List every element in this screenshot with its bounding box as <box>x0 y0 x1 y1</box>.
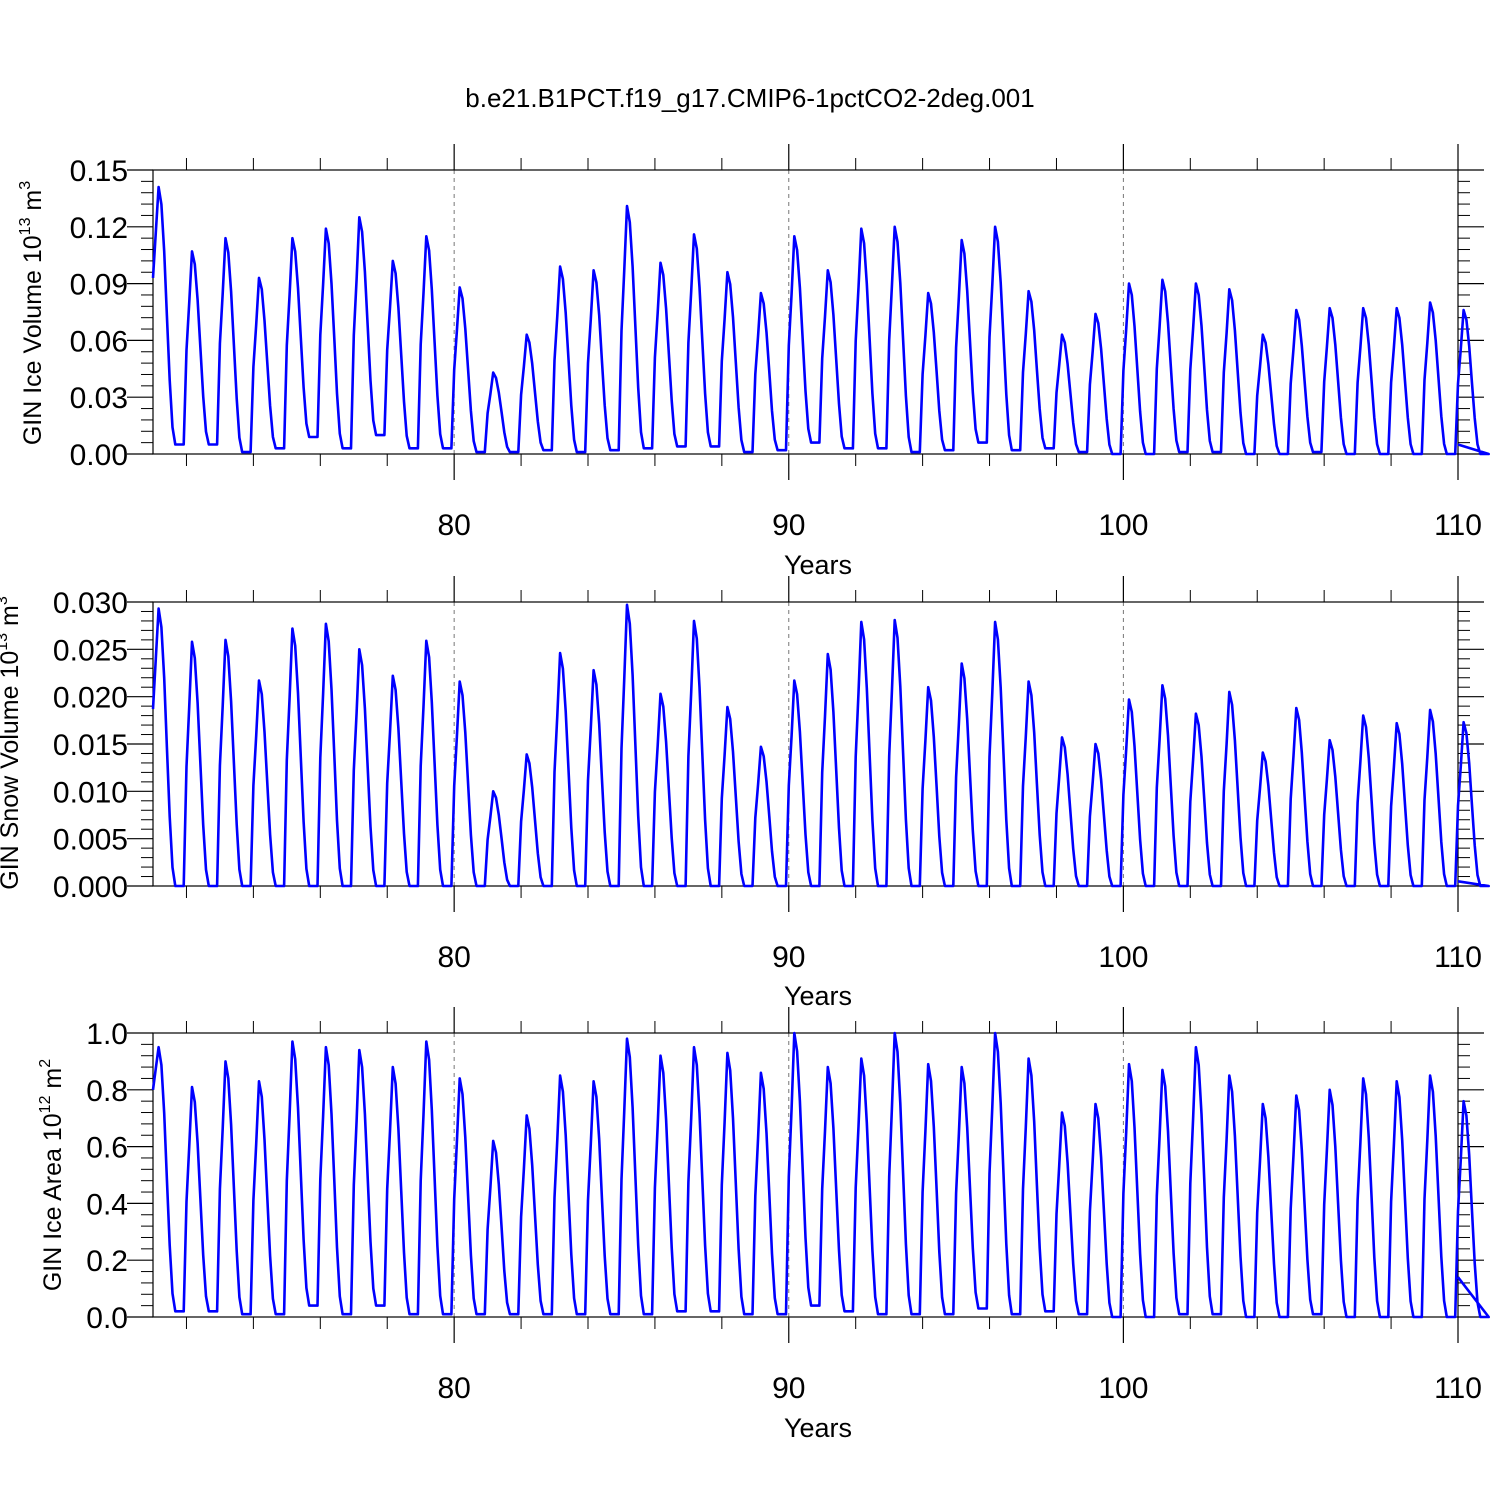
ice-area-ytick-label: 0.0 <box>86 1302 128 1335</box>
snow-volume-ytick-label: 0.025 <box>53 634 128 667</box>
ice-volume-plot-frame <box>152 169 1459 455</box>
ice-area-ytick-label: 1.0 <box>86 1018 128 1051</box>
ice-area-ytick-label: 0.2 <box>86 1245 128 1278</box>
figure-title: b.e21.B1PCT.f19_g17.CMIP6-1pctCO2-2deg.0… <box>465 83 1034 113</box>
snow-volume-ytick-label: 0.015 <box>53 729 128 762</box>
snow-volume-xtick-label: 90 <box>772 941 805 974</box>
ice-area-ylabel: GIN Ice Area 1012 m2 <box>37 1059 67 1291</box>
snow-volume-xtick-label: 80 <box>437 941 470 974</box>
ice-area-panel: GIN Ice Area 1012 m2 Years 0.0 0.2 0.4 0.6 0… <box>37 1007 1490 1443</box>
snow-volume-ytick-label: 0.020 <box>53 682 128 715</box>
ice-volume-ytick-label: 0.03 <box>70 382 128 415</box>
ice-volume-xtick-label: 110 <box>1434 509 1482 542</box>
ice-volume-panel: GIN Ice Volume 1013 m3 Years 0.00 0.03 0.0… <box>17 144 1490 580</box>
ice-area-xtick-label: 90 <box>772 1372 805 1405</box>
snow-volume-series-line <box>151 603 1490 888</box>
ice-volume-ylabel: GIN Ice Volume 1013 m3 <box>17 181 47 445</box>
snow-volume-xtick-label: 110 <box>1434 941 1482 974</box>
snow-volume-xtick-label: 100 <box>1098 941 1148 974</box>
ice-area-plot-frame <box>152 1032 1459 1318</box>
ice-area-ytick-label: 0.4 <box>86 1188 128 1221</box>
ice-area-xtick-label: 100 <box>1098 1372 1148 1405</box>
ice-volume-xtick-label: 80 <box>437 509 470 542</box>
ice-volume-xtick-label: 100 <box>1098 509 1148 542</box>
snow-volume-ytick-label: 0.005 <box>53 824 128 857</box>
snow-volume-panel: GIN Snow Volume 1013 m3 Years 0.000 0.005… <box>0 576 1490 1011</box>
ice-volume-xlabel: Years <box>784 550 852 580</box>
ice-area-ytick-label: 0.6 <box>86 1132 128 1165</box>
snow-volume-ytick-label: 0.010 <box>53 776 128 809</box>
snow-volume-ytick-label: 0.000 <box>53 871 128 904</box>
ice-volume-ytick-label: 0.06 <box>70 325 128 358</box>
snow-volume-ytick-label: 0.030 <box>53 587 128 620</box>
snow-volume-ylabel: GIN Snow Volume 1013 m3 <box>0 596 24 890</box>
snow-volume-xlabel: Years <box>784 981 852 1011</box>
ice-area-ytick-label: 0.8 <box>86 1075 128 1108</box>
ice-area-xtick-label: 80 <box>437 1372 470 1405</box>
ice-area-xlabel: Years <box>784 1413 852 1443</box>
ice-volume-ytick-label: 0.12 <box>70 212 128 245</box>
ice-volume-ytick-label: 0.15 <box>70 155 128 188</box>
ice-volume-series-line <box>151 185 1490 456</box>
ice-volume-xtick-label: 90 <box>772 509 805 542</box>
ice-area-xtick-label: 110 <box>1434 1372 1482 1405</box>
ice-area-series-line <box>151 1031 1490 1319</box>
ice-volume-ytick-label: 0.09 <box>70 269 128 302</box>
ice-volume-ytick-label: 0.00 <box>70 439 128 472</box>
